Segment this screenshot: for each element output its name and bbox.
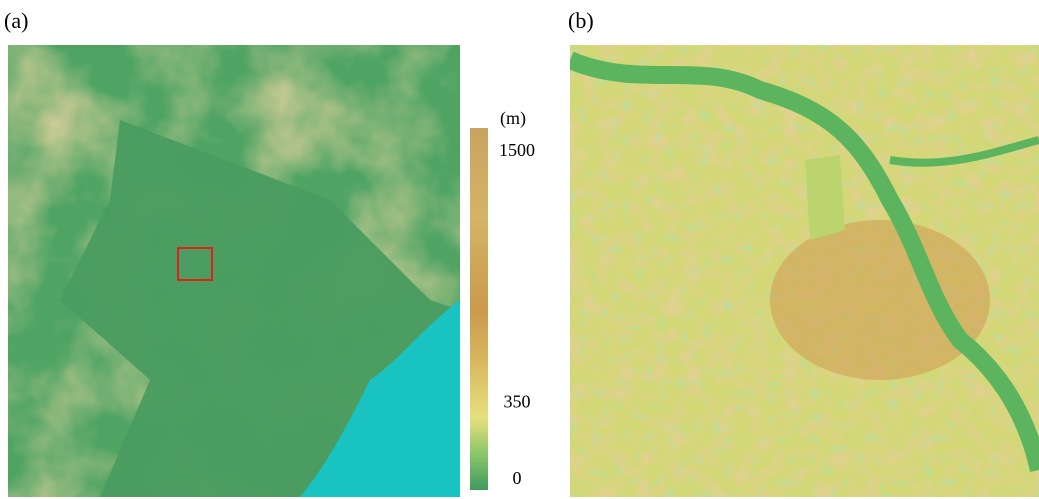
- elevation-map: [8, 45, 460, 497]
- colorbar-tick-label: 0: [513, 468, 522, 488]
- colorbar: [470, 128, 488, 490]
- colorbar-unit: (m): [500, 108, 526, 129]
- panel-label: (b): [568, 8, 594, 33]
- colorbar-tick-label: 1500: [499, 140, 535, 160]
- detail-map: [570, 45, 1039, 497]
- figure: (a) (b) (m) 0 350 1500: [0, 0, 1039, 499]
- colorbar-tick-label: 350: [504, 392, 531, 412]
- panel-label: (a): [4, 8, 28, 33]
